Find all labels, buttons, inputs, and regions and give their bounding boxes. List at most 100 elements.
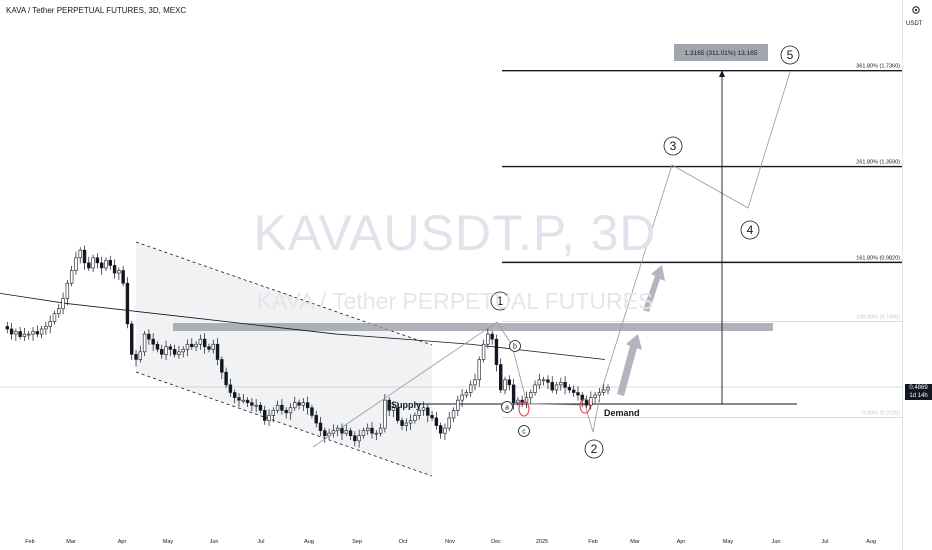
demand-label: Demand bbox=[604, 408, 640, 418]
candle-body bbox=[387, 399, 391, 411]
wave-label-4: 4 bbox=[747, 223, 754, 237]
candle-body bbox=[460, 394, 464, 401]
wave-label-circle bbox=[518, 425, 530, 437]
x-tick-label: Jun bbox=[772, 539, 781, 545]
candle-body bbox=[507, 379, 512, 386]
x-tick-label: Mar bbox=[630, 539, 640, 545]
candle-body bbox=[417, 410, 421, 416]
candle-body bbox=[571, 389, 576, 393]
candle-body bbox=[400, 420, 404, 426]
candle-body bbox=[5, 326, 9, 330]
candle-body bbox=[499, 364, 503, 391]
candle-body bbox=[245, 399, 250, 403]
candle-body bbox=[374, 432, 378, 435]
descending-channel-fill bbox=[136, 242, 432, 476]
candle-body bbox=[22, 333, 27, 337]
candle-body bbox=[155, 343, 160, 350]
moving-average-line bbox=[0, 292, 606, 360]
wave-label-circle bbox=[780, 45, 800, 65]
current-price-value: 0.4869 bbox=[909, 385, 928, 391]
candle-body bbox=[27, 333, 31, 336]
candle-body bbox=[198, 338, 203, 345]
x-tick-label: Dec bbox=[491, 539, 501, 545]
x-tick-label: Nov bbox=[445, 539, 455, 545]
candle-body bbox=[468, 384, 473, 393]
measure-arrow-head bbox=[719, 70, 725, 77]
candle-body bbox=[52, 313, 57, 322]
candle-body bbox=[340, 427, 344, 434]
candle-body bbox=[74, 257, 78, 271]
candle-body bbox=[348, 430, 353, 437]
candle-body bbox=[584, 399, 589, 406]
candle-body bbox=[275, 404, 280, 411]
candle-body bbox=[473, 379, 477, 386]
demand-touch-circle bbox=[579, 398, 591, 414]
candle-body bbox=[117, 270, 121, 274]
fib-level-label: 0.00% (0.3720) bbox=[862, 410, 900, 416]
x-tick-label: May bbox=[163, 539, 174, 545]
candle-body bbox=[9, 328, 14, 335]
channel-lower-line bbox=[135, 371, 433, 477]
candle-body bbox=[130, 323, 134, 355]
candle-body bbox=[142, 333, 147, 353]
symbol-title[interactable]: KAVA / Tether PERPETUAL FUTURES, 3D, MEX… bbox=[6, 6, 187, 15]
candle-body bbox=[254, 404, 258, 407]
candle-body bbox=[550, 382, 554, 391]
candle-body bbox=[78, 249, 82, 259]
wave-label-3: 3 bbox=[670, 139, 677, 153]
candle-body bbox=[451, 410, 456, 419]
candle-body bbox=[516, 399, 520, 403]
wave-label-circle bbox=[740, 220, 760, 240]
fib-level-label: 361.80% (1.7360) bbox=[856, 64, 900, 70]
price-axis[interactable] bbox=[902, 0, 932, 550]
candle-body bbox=[39, 328, 44, 335]
candle-body bbox=[606, 387, 610, 391]
measure-label-box bbox=[674, 44, 768, 61]
candle-body bbox=[172, 349, 177, 355]
x-tick-label: Sep bbox=[352, 539, 362, 545]
candle-body bbox=[537, 379, 542, 386]
candle-body bbox=[181, 349, 185, 353]
candle-body bbox=[237, 397, 241, 401]
wave-label-b: b bbox=[513, 344, 517, 351]
x-tick-label: 2025 bbox=[536, 539, 548, 545]
candle-body bbox=[147, 333, 151, 340]
x-tick-label: Apr bbox=[677, 539, 686, 545]
channel-upper-line bbox=[135, 241, 433, 346]
candle-body bbox=[430, 415, 434, 419]
candle-body bbox=[288, 407, 293, 414]
resistance-zone bbox=[173, 323, 773, 331]
candle-body bbox=[121, 270, 125, 284]
candle-body bbox=[44, 326, 48, 330]
gear-icon[interactable] bbox=[910, 5, 922, 15]
wave-label-circle bbox=[501, 401, 513, 413]
candle-body bbox=[177, 351, 181, 355]
wave-label-circle bbox=[509, 340, 521, 352]
candle-body bbox=[14, 331, 18, 335]
candle-body bbox=[589, 397, 593, 406]
candle-body bbox=[602, 389, 606, 393]
wave-label-1: 1 bbox=[497, 294, 504, 308]
wave-label-2: 2 bbox=[591, 442, 598, 456]
supply-label: Supply bbox=[391, 400, 421, 410]
candle-body bbox=[456, 399, 460, 411]
candle-body bbox=[61, 298, 65, 309]
candle-body bbox=[576, 392, 580, 396]
candle-body bbox=[18, 331, 22, 337]
candle-body bbox=[563, 382, 567, 388]
x-tick-label: Aug bbox=[304, 539, 314, 545]
candle-body bbox=[207, 346, 211, 350]
candle-body bbox=[35, 331, 40, 335]
candle-body bbox=[194, 343, 198, 348]
x-tick-label: Feb bbox=[588, 539, 597, 545]
candle-body bbox=[494, 338, 499, 365]
wave-label-5: 5 bbox=[787, 48, 794, 62]
x-tick-label: May bbox=[723, 539, 734, 545]
watermark-symbol: KAVAUSDT.P, 3D bbox=[253, 205, 657, 261]
candle-body bbox=[164, 346, 168, 355]
candle-body bbox=[297, 402, 301, 406]
candle-body bbox=[490, 333, 494, 340]
candle-body bbox=[112, 265, 117, 274]
